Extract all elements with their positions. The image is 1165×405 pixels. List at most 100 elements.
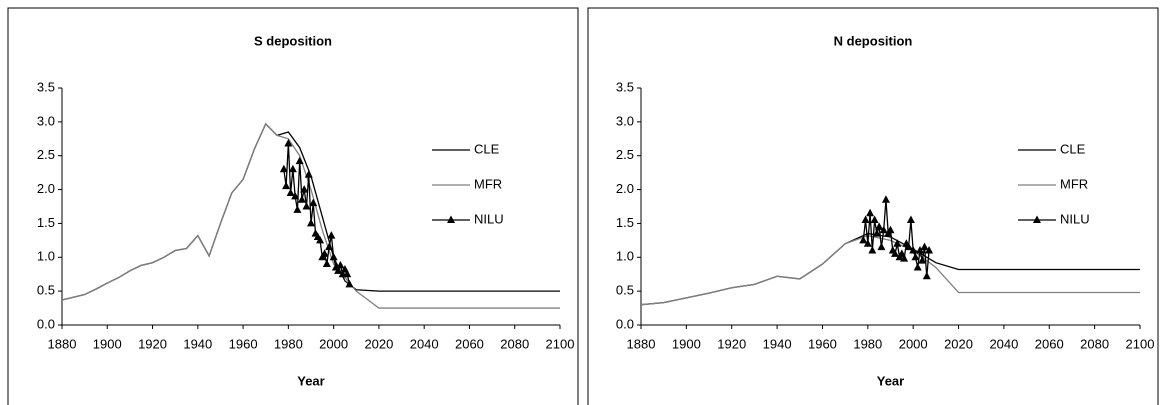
marker: [922, 271, 931, 280]
marker: [918, 256, 927, 264]
y-tick-label: 3.5: [616, 79, 634, 94]
x-tick-label: 2060: [1035, 336, 1064, 351]
x-tick-label: 2040: [989, 336, 1018, 351]
x-tick-label: 2000: [319, 336, 348, 351]
chart-title: S deposition: [254, 33, 332, 48]
marker: [302, 202, 311, 210]
marker: [322, 259, 331, 268]
marker: [906, 215, 915, 224]
panel-border: [7, 7, 579, 405]
marker: [325, 242, 334, 251]
series-line: [640, 232, 1140, 306]
y-tick-label: 0.0: [616, 316, 634, 331]
marker: [915, 246, 924, 254]
marker: [316, 235, 325, 244]
marker: [327, 231, 336, 239]
marker: [288, 164, 297, 173]
x-axis-title: Year: [297, 373, 324, 388]
marker: [284, 139, 293, 147]
legend-label: NILU: [1060, 211, 1090, 226]
x-tick-label: 2020: [944, 336, 973, 351]
x-tick-label: 1880: [627, 336, 656, 351]
marker: [309, 198, 318, 207]
legend-label: NILU: [474, 211, 504, 226]
x-tick-label: 1920: [138, 336, 167, 351]
marker: [300, 185, 309, 193]
marker: [925, 246, 934, 254]
x-tick-label: 1980: [274, 336, 303, 351]
marker: [900, 254, 909, 262]
marker: [870, 215, 879, 224]
y-tick-label: 1.0: [616, 249, 634, 264]
series-line: [640, 234, 1140, 306]
marker: [863, 239, 872, 247]
x-tick-label: 1900: [672, 336, 701, 351]
marker: [879, 225, 888, 234]
x-tick-label: 1960: [229, 336, 258, 351]
marker: [336, 260, 345, 269]
y-tick-label: 2.5: [37, 147, 55, 162]
x-tick-label: 2100: [546, 336, 575, 351]
marker: [297, 195, 306, 203]
y-tick-label: 1.0: [37, 249, 55, 264]
y-tick-label: 1.5: [616, 215, 634, 230]
marker: [886, 225, 895, 234]
marker: [877, 242, 886, 251]
x-tick-label: 2040: [410, 336, 439, 351]
y-tick-label: 2.0: [616, 181, 634, 196]
x-tick-label: 2060: [455, 336, 484, 351]
marker: [911, 252, 920, 261]
marker: [286, 188, 295, 196]
marker: [334, 266, 343, 274]
y-tick-label: 3.0: [37, 113, 55, 128]
marker: [909, 246, 918, 254]
x-tick-label: 2020: [364, 336, 393, 351]
marker: [329, 252, 338, 261]
legend-label: CLE: [474, 141, 500, 156]
series-line: [61, 122, 560, 309]
legend-label: CLE: [1060, 141, 1086, 156]
y-tick-label: 0.0: [37, 316, 55, 331]
marker: [320, 249, 329, 257]
marker: [904, 242, 913, 251]
marker: [343, 269, 352, 278]
marker: [893, 239, 902, 247]
x-tick-label: 1880: [48, 336, 77, 351]
marker: [291, 191, 300, 200]
marker: [279, 164, 288, 173]
y-tick-label: 1.5: [37, 215, 55, 230]
x-axis-title: Year: [877, 373, 904, 388]
marker: [859, 235, 868, 244]
x-tick-label: 2080: [1080, 336, 1109, 351]
chart-panel: N deposition Year 0.0 0.5 1.0 1.5 2.0 2.5 3.0 3.5…: [587, 7, 1159, 405]
chart-panel: S deposition Year 0.0 0.5 1.0 1.5 2.0 2.5 3.0 3.5…: [7, 7, 579, 405]
x-tick-label: 1920: [717, 336, 746, 351]
x-tick-label: 1980: [853, 336, 882, 351]
marker: [307, 218, 315, 227]
marker: [872, 229, 881, 237]
x-tick-label: 1940: [183, 336, 212, 351]
marker: [868, 246, 877, 254]
marker: [866, 208, 875, 217]
x-tick-label: 1900: [93, 336, 122, 351]
marker: [345, 279, 354, 288]
y-tick-label: 3.5: [37, 79, 55, 94]
marker: [875, 222, 884, 230]
y-tick-label: 0.5: [37, 283, 55, 298]
marker: [861, 215, 870, 224]
chart-title: N deposition: [834, 33, 913, 48]
legend-label: MFR: [1060, 176, 1088, 191]
marker: [304, 170, 313, 178]
x-tick-label: 2080: [500, 336, 529, 351]
series-line: [862, 199, 930, 277]
x-tick-label: 1960: [808, 336, 837, 351]
y-tick-label: 2.0: [37, 181, 55, 196]
x-tick-label: 2100: [1126, 336, 1155, 351]
marker: [891, 249, 900, 257]
legend-marker: [1033, 215, 1041, 223]
marker: [293, 205, 302, 213]
marker: [881, 195, 890, 203]
marker: [295, 156, 304, 165]
x-tick-label: 2000: [899, 336, 928, 351]
